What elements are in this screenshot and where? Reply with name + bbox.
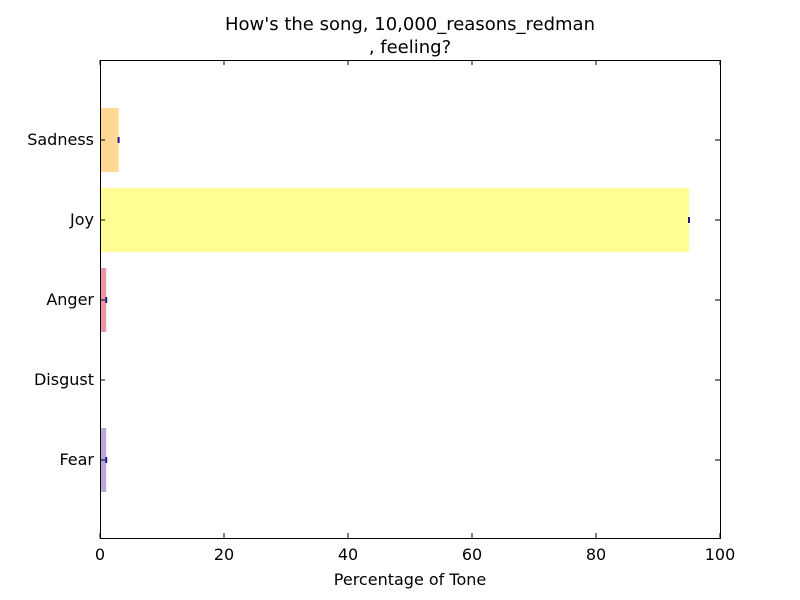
x-tick-label-60: 60: [461, 545, 483, 564]
plot-area-frame: [100, 60, 721, 539]
x-axis-label: Percentage of Tone: [333, 570, 487, 589]
chart-title-line-1: How's the song, 10,000_reasons_redman: [225, 14, 595, 35]
x-tick-label-0: 0: [94, 545, 106, 564]
tick-marks-group: [99, 60, 721, 538]
bar-joy: [100, 188, 689, 252]
y-label-disgust: Disgust: [33, 370, 94, 389]
y-label-fear: Fear: [59, 450, 94, 469]
x-tick-label-100: 100: [704, 545, 736, 564]
x-tick-label-80: 80: [585, 545, 607, 564]
bar-sadness: [100, 108, 119, 172]
chart-title-line-2: , feeling?: [368, 37, 452, 58]
y-label-sadness: Sadness: [27, 130, 94, 149]
y-label-anger: Anger: [46, 290, 94, 309]
x-tick-label-40: 40: [337, 545, 359, 564]
x-tick-label-20: 20: [213, 545, 235, 564]
bars-group: [100, 108, 690, 492]
y-label-joy: Joy: [70, 210, 94, 229]
